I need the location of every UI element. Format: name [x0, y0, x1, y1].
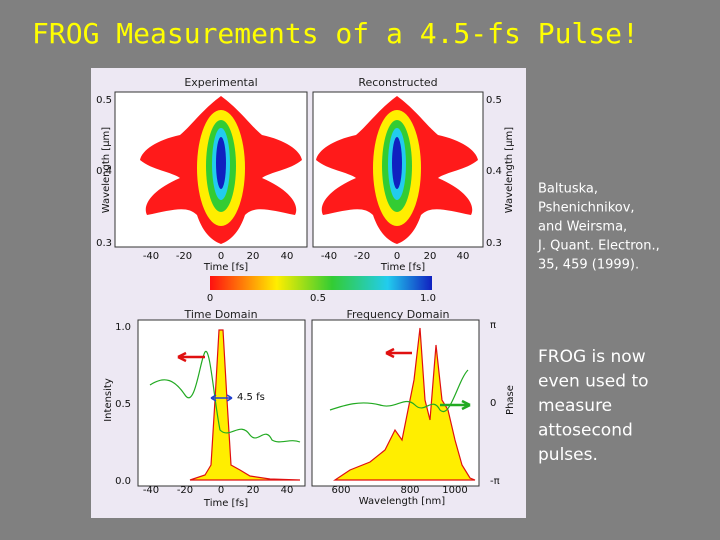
citation-line: J. Quant. Electron., — [537, 239, 660, 254]
x-axis-label: Wavelength [nm] — [359, 496, 445, 507]
y-tick-label: 0.3 — [486, 238, 502, 249]
x-tick-label: 0 — [394, 251, 400, 262]
x-tick-label: 20 — [424, 251, 437, 262]
note-line: even used to — [538, 372, 649, 392]
note-line: pulses. — [538, 445, 598, 465]
x-tick-label: -20 — [354, 251, 370, 262]
x-tick-label: 1000 — [442, 485, 467, 496]
x-axis-label: Time [fs] — [380, 262, 425, 273]
annotation: 4.5 fs — [237, 392, 265, 403]
x-tick-label: 40 — [281, 485, 294, 496]
colorbar-tick-label: 0.5 — [310, 293, 326, 304]
citation-line: Pshenichnikov, — [538, 201, 635, 216]
x-tick-label: 0 — [218, 485, 224, 496]
arrow — [385, 347, 412, 359]
x-axis-label: Time [fs] — [203, 262, 248, 273]
spectrum — [333, 327, 476, 481]
x-tick-label: 40 — [457, 251, 470, 262]
y-tick-label: 0.5 — [486, 95, 502, 106]
x-tick-label: 20 — [247, 485, 260, 496]
intensity-profile — [189, 329, 301, 481]
y-tick-label: 0.5 — [115, 399, 131, 410]
y-tick-label: π — [490, 320, 496, 331]
y-axis-label: Wavelength [μm] — [504, 127, 515, 214]
x-tick-label: -20 — [176, 251, 192, 262]
panel-title: Reconstructed — [358, 76, 437, 89]
y-tick-label: 1.0 — [115, 322, 131, 333]
x-axis-label: Time [fs] — [203, 498, 248, 509]
x-tick-label: -20 — [177, 485, 193, 496]
x-tick-label: 800 — [400, 485, 419, 496]
y-tick-label: 0.5 — [96, 95, 112, 106]
slide-title: FROG Measurements of a 4.5-fs Pulse! — [32, 17, 639, 50]
y-axis-label: Intensity — [103, 378, 114, 422]
y-tick-label: 0.0 — [115, 476, 131, 487]
y-axis-label: Wavelength [μm] — [101, 127, 112, 214]
arrow — [177, 351, 205, 363]
y-tick-label: 0.4 — [96, 166, 112, 177]
x-tick-label: -40 — [143, 485, 159, 496]
x-tick-label: 0 — [218, 251, 224, 262]
colorbar — [210, 276, 432, 290]
colorbar-tick-label: 1.0 — [420, 293, 436, 304]
frog-trace — [312, 91, 484, 248]
panel-title: Frequency Domain — [346, 308, 449, 321]
blue-region — [392, 137, 402, 189]
y-axis-label: Phase — [505, 385, 516, 415]
y-tick-label: 0 — [490, 398, 496, 409]
note-line: FROG is now — [538, 347, 646, 367]
note-line: measure — [538, 396, 612, 416]
panel-title: Experimental — [184, 76, 257, 89]
frog-trace — [114, 91, 308, 248]
arrow — [440, 399, 471, 411]
x-tick-label: -40 — [143, 251, 159, 262]
colorbar-tick-label: 0 — [207, 293, 213, 304]
note-line: attosecond — [538, 421, 633, 441]
panel-title: Time Domain — [183, 308, 257, 321]
blue-region — [216, 137, 226, 189]
width-arrow — [210, 394, 233, 402]
x-tick-label: 20 — [247, 251, 260, 262]
citation-line: 35, 459 (1999). — [538, 258, 639, 273]
x-tick-label: 600 — [331, 485, 350, 496]
y-tick-label: 0.4 — [486, 166, 502, 177]
phase-curve — [149, 351, 301, 443]
citation-line: and Weirsma, — [538, 220, 627, 235]
y-tick-label: 0.3 — [96, 238, 112, 249]
x-tick-label: -40 — [321, 251, 337, 262]
citation-line: Baltuska, — [538, 182, 598, 197]
y-tick-label: -π — [490, 476, 500, 487]
x-tick-label: 40 — [281, 251, 294, 262]
